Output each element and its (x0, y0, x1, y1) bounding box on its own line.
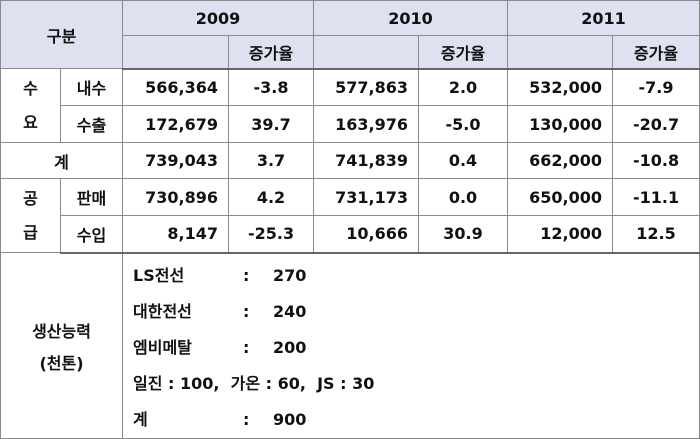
row: 수입 8,147 -25.3 10,666 30.9 12,000 12.5 (1, 215, 700, 254)
row: 계 739,043 3.7 741,839 0.4 662,000 -10.8 (0, 142, 700, 179)
empty-header (507, 35, 614, 70)
capacity-text: 대한전선 (133, 301, 192, 321)
rate-cell: -25.3 (228, 215, 315, 254)
rate-cell: 3.7 (228, 142, 315, 179)
rate-cell: 12.5 (612, 215, 700, 254)
rate-cell: 0.4 (418, 142, 509, 179)
rate-cell: 2.0 (418, 68, 509, 106)
rate-cell: 39.7 (228, 105, 315, 143)
capacity-line: 대한전선: 240 (133, 294, 699, 330)
value-cell: 172,679 (122, 105, 230, 143)
row-label: 내수 (59, 68, 124, 106)
year-header: 2009 (122, 0, 315, 36)
rate-header: 증가율 (228, 35, 315, 70)
rate-cell: 0.0 (418, 178, 509, 216)
capacity-line: 계: 900 (133, 402, 699, 438)
capacity-text: : (243, 409, 250, 429)
empty-header (122, 35, 230, 70)
group-text: 수요 (23, 78, 38, 132)
rate-cell: -11.1 (612, 178, 700, 216)
empty-header (313, 35, 420, 70)
capacity-text: : (243, 265, 250, 285)
capacity-title: 생산능력 (32, 321, 91, 341)
capacity-text: LS전선 (133, 265, 185, 285)
row-label: 수출 (59, 105, 124, 143)
row-label: 판매 (59, 178, 124, 216)
capacity-text: : (243, 337, 250, 357)
value-cell: 577,863 (313, 68, 420, 106)
value-cell: 731,173 (313, 178, 420, 216)
value-cell: 741,839 (313, 142, 420, 179)
capacity-line: LS전선: 270 (133, 258, 699, 294)
value-cell: 730,896 (122, 178, 230, 216)
capacity-unit: (천톤) (39, 353, 84, 373)
capacity-text: 계 (133, 409, 148, 429)
row: 증가율 증가율 증가율 (1, 35, 700, 70)
value-cell: 10,666 (313, 215, 420, 254)
group-text: 공급 (23, 188, 38, 242)
capacity-text: 900 (273, 409, 307, 429)
capacity-body: LS전선: 270 대한전선: 240 엠비메탈: 200 일진 : 100, 가온 : 6… (122, 252, 700, 439)
value-cell: 662,000 (507, 142, 614, 179)
value-cell: 566,364 (122, 68, 230, 106)
row: 수출 172,679 39.7 163,976 -5.0 130,000 -20.7 (1, 105, 700, 143)
year-header: 2011 (507, 0, 700, 36)
row: 공급 판매 730,896 4.2 731,173 0.0 650,000 -11.1 (0, 178, 700, 253)
value-cell: 739,043 (122, 142, 230, 179)
rate-cell: -10.8 (612, 142, 700, 179)
row: 구분 2009 2010 2011 (0, 0, 700, 69)
capacity-text: 엠비메탈 (133, 337, 192, 357)
rate-cell: -5.0 (418, 105, 509, 143)
capacity-text: 일진 : 100, 가온 : 60, JS : 30 (133, 373, 375, 393)
header-category: 구분 (0, 0, 124, 69)
group-label: 수요 (0, 68, 61, 143)
rate-cell: -7.9 (612, 68, 700, 106)
row-label: 계 (0, 142, 124, 179)
capacity-text: 200 (273, 337, 307, 357)
capacity-label: 생산능력 (천톤) (0, 252, 124, 439)
capacity-line: 일진 : 100, 가온 : 60, JS : 30 (133, 366, 699, 402)
capacity-line: 엠비메탈: 200 (133, 330, 699, 366)
value-cell: 532,000 (507, 68, 614, 106)
row: 수요 내수 566,364 -3.8 577,863 2.0 532,000 -7.9 (0, 68, 700, 143)
value-cell: 650,000 (507, 178, 614, 216)
rate-cell: 4.2 (228, 178, 315, 216)
rate-cell: 30.9 (418, 215, 509, 254)
value-cell: 12,000 (507, 215, 614, 254)
year-header: 2010 (313, 0, 509, 36)
capacity-text: 240 (273, 301, 307, 321)
rate-header: 증가율 (418, 35, 509, 70)
value-cell: 8,147 (122, 215, 230, 254)
rate-cell: -3.8 (228, 68, 315, 106)
capacity-text: 270 (273, 265, 307, 285)
value-cell: 130,000 (507, 105, 614, 143)
value-cell: 163,976 (313, 105, 420, 143)
row-label: 수입 (59, 215, 124, 254)
group-label: 공급 (0, 178, 61, 253)
capacity-text: : (243, 301, 250, 321)
rate-header: 증가율 (612, 35, 700, 70)
row: 생산능력 (천톤) LS전선: 270 대한전선: 240 엠비메탈: 200 일진 : 100… (0, 252, 700, 439)
rate-cell: -20.7 (612, 105, 700, 143)
